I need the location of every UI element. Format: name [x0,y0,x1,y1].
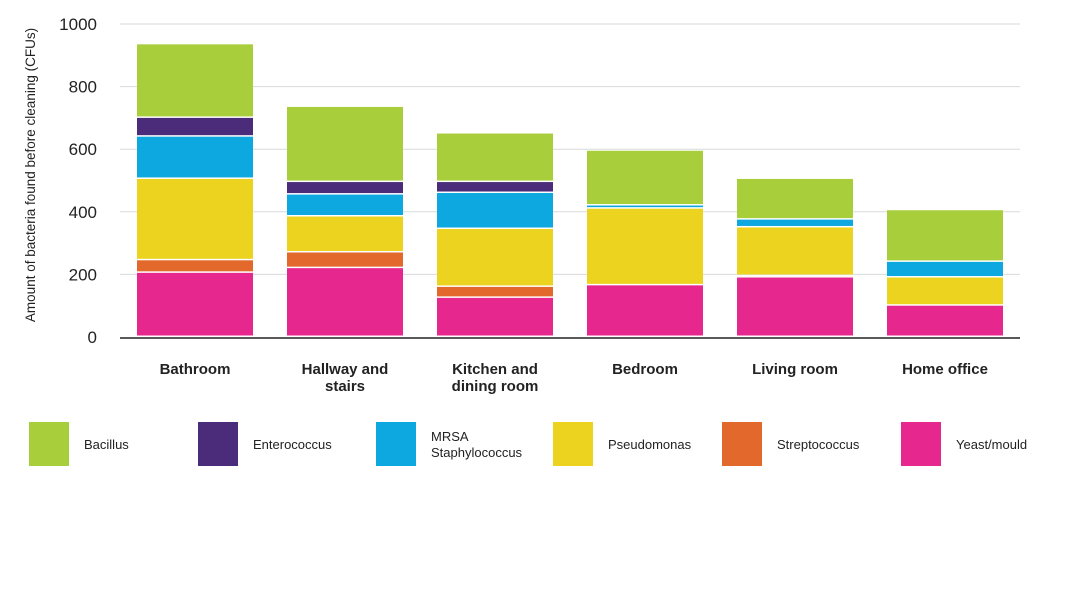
legend-label: MRSA Staphylococcus [431,429,523,460]
bar-segment [137,260,253,272]
category-label-line: Bedroom [612,361,678,378]
bar-segment [437,286,553,297]
bar-segment [287,194,403,215]
y-tick-label: 600 [69,140,97,159]
category-label-line: Living room [752,361,838,378]
y-tick-labels: 0 200 400 600 800 1000 [59,15,97,347]
bar-segment [137,117,253,136]
bar-segment [887,261,1003,277]
category-label: Living room [752,361,838,378]
bar-segment [587,285,703,336]
bar-segment [737,219,853,226]
legend-item: Streptococcus [722,422,860,466]
category-label-line: Home office [902,361,988,378]
legend-swatch [722,422,762,466]
bar-segment [287,216,403,251]
bar-segment [287,106,403,181]
category-label-line: dining room [452,378,539,395]
legend-label: Bacillus [84,437,129,452]
y-tick-label: 200 [69,265,97,284]
category-label: Home office [902,361,988,378]
legend-label-line: MRSA [431,429,469,444]
category-label: Hallway and stairs [302,361,389,395]
legend-swatch [901,422,941,466]
category-labels: Bathroom Hallway and stairs Kitchen and dini… [160,361,988,395]
bar-segment [887,277,1003,305]
legend-label-line: Yeast/mould [956,437,1027,452]
legend-label-line: Pseudomonas [608,437,692,452]
legend-item: Pseudomonas [553,422,692,466]
legend: Bacillus Enterococcus MRSA Staphylococcus Ps… [29,422,1027,466]
legend-swatch [29,422,69,466]
legend-label-line: Streptococcus [777,437,860,452]
bar-segment [437,133,553,181]
bar-segment [137,178,253,259]
category-label: Bathroom [160,361,231,378]
legend-label: Yeast/mould [956,437,1027,452]
category-label-line: stairs [325,378,365,395]
legend-swatch [198,422,238,466]
y-tick-label: 0 [88,328,97,347]
legend-item: Enterococcus [198,422,332,466]
bar-segment [437,193,553,228]
category-label-line: Kitchen and [452,361,538,378]
category-label: Kitchen and dining room [452,361,539,395]
bar-segment [287,252,403,267]
category-label: Bedroom [612,361,678,378]
legend-label: Streptococcus [777,437,860,452]
bar-segment [437,297,553,336]
bar-segment [887,210,1003,261]
bar-segment [587,208,703,284]
bar-segment [287,268,403,336]
bars [137,44,1003,336]
bar-segment [587,150,703,205]
gridlines [120,23,1020,275]
bar-segment [137,272,253,336]
legend-label: Pseudomonas [608,437,692,452]
bar-segment [287,182,403,194]
legend-item: MRSA Staphylococcus [376,422,523,466]
bar-segment [437,229,553,286]
legend-label: Enterococcus [253,437,332,452]
bar-segment [137,136,253,178]
y-tick-label: 800 [69,78,97,97]
bar-segment [437,182,553,192]
legend-swatch [376,422,416,466]
legend-label-line: Staphylococcus [431,445,523,460]
bar-segment [137,44,253,117]
bar-segment [587,205,703,208]
legend-label-line: Bacillus [84,437,129,452]
bar-segment [737,277,853,336]
category-label-line: Bathroom [160,361,231,378]
legend-item: Yeast/mould [901,422,1027,466]
bar-segment [887,305,1003,336]
category-label-line: Hallway and [302,361,389,378]
bar-segment [737,227,853,275]
y-tick-label: 1000 [59,15,97,34]
bar-segment [737,178,853,219]
y-tick-label: 400 [69,203,97,222]
y-axis-title: Amount of bacteria found before cleaning… [23,28,38,322]
legend-item: Bacillus [29,422,129,466]
legend-label-line: Enterococcus [253,437,332,452]
legend-swatch [553,422,593,466]
